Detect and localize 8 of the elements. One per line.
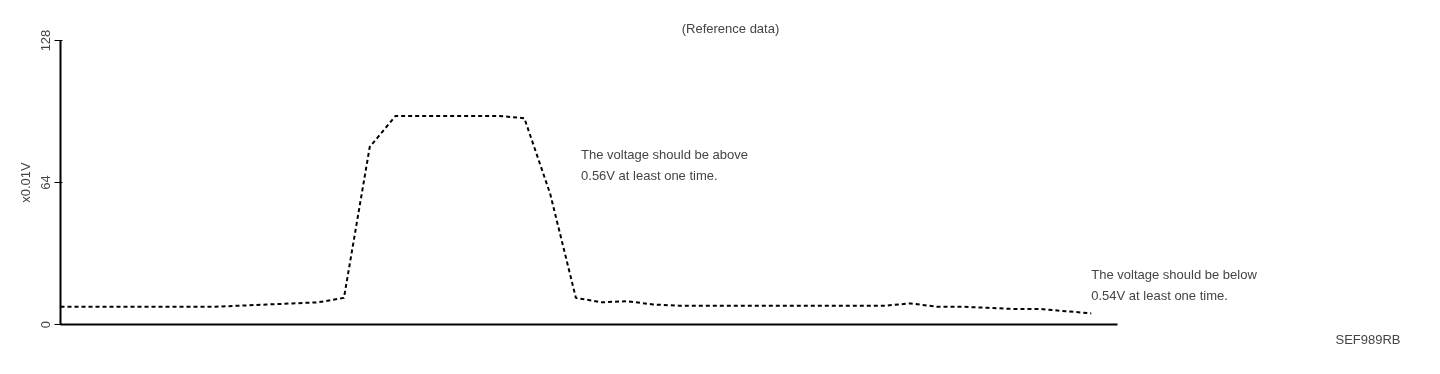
annotation: The voltage should be above 0.56V at least one time.	[581, 147, 749, 183]
text: SEF989RB	[1335, 331, 1401, 347]
y-tick-label: 0	[37, 320, 53, 329]
y-axis-title: x0.01V	[17, 161, 33, 203]
y-tick-label: 64	[37, 175, 53, 190]
y-tick-label: 128	[37, 29, 53, 52]
annotation: The voltage should be below 0.54V at least one time.	[1091, 266, 1258, 303]
chart-title: (Reference data)	[681, 20, 780, 36]
